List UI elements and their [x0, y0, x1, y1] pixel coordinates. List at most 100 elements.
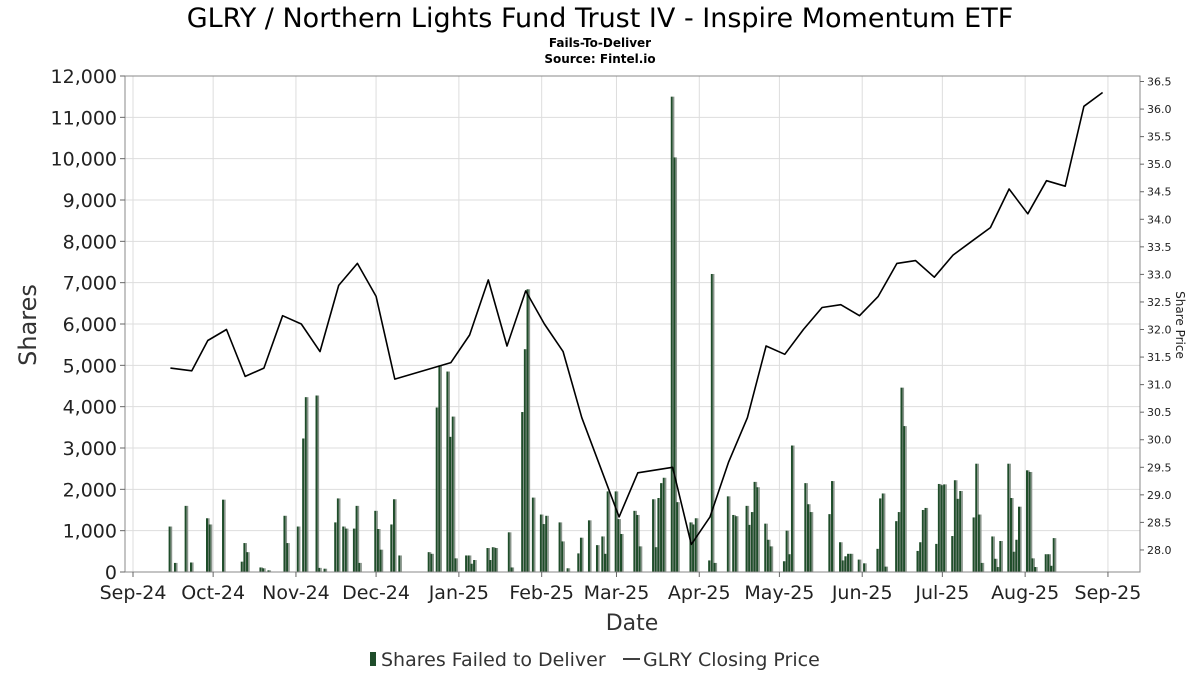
ftd-bar-front: [753, 481, 756, 572]
ftd-bar-front: [937, 483, 940, 572]
ftd-bar-front: [897, 512, 900, 572]
right-tick-label: 30.5: [1147, 406, 1172, 419]
ftd-bar-front: [956, 498, 959, 572]
left-tick-label: 10,000: [51, 149, 117, 171]
ftd-bar-front: [601, 536, 604, 572]
ftd-bar-front: [374, 510, 377, 572]
ftd-bar-front: [491, 547, 494, 572]
ftd-bar: [494, 548, 499, 572]
ftd-bar-front: [494, 548, 497, 572]
ftd-bar-front: [804, 483, 807, 572]
ftd-bar-shade: [841, 542, 843, 572]
ftd-bar: [980, 562, 985, 572]
ftd-bar-front: [673, 157, 676, 572]
ftd-bar-front: [545, 515, 548, 572]
ftd-bar-front: [392, 499, 395, 572]
ftd-bar-front: [579, 537, 582, 572]
ftd-bar-shade: [581, 537, 584, 572]
ftd-bar: [545, 515, 549, 572]
ftd-bar-front: [841, 560, 844, 572]
ftd-bar-front: [283, 515, 286, 572]
legend-bar-label: Shares Failed to Deliver: [381, 649, 606, 671]
ftd-bar-shade: [811, 512, 814, 572]
ftd-bar: [993, 558, 998, 572]
ftd-bar-shade: [945, 484, 947, 572]
ftd-bar-shade: [475, 560, 477, 572]
ftd-bar-front: [828, 514, 831, 572]
ftd-bar-shade: [851, 553, 854, 572]
x-tick-label: Oct-24: [181, 582, 245, 604]
ftd-bar: [173, 562, 178, 572]
ftd-bar-front: [692, 524, 695, 572]
ftd-bar-front: [884, 566, 887, 572]
ftd-bar-shade: [926, 507, 929, 572]
ftd-bar-front: [993, 558, 996, 572]
ftd-bar: [606, 491, 611, 572]
ftd-bar-shade: [306, 397, 309, 572]
ftd-bar-front: [473, 560, 476, 572]
ftd-bar-front: [510, 567, 513, 572]
ftd-bar-front: [790, 445, 793, 572]
ftd-bar-front: [660, 483, 663, 572]
ftd-bar-front: [189, 562, 192, 572]
left-tick-label: 6,000: [63, 314, 117, 336]
ftd-bar-front: [521, 412, 524, 572]
ftd-bar-shade: [715, 562, 718, 572]
ftd-bar-front: [446, 371, 449, 572]
ftd-bar-front: [451, 416, 454, 572]
ftd-bar-shade: [563, 541, 565, 572]
chart-title: GLRY / Northern Lights Fund Trust IV - I…: [187, 3, 1014, 34]
ftd-bar-front: [259, 567, 262, 572]
right-tick-label: 34.0: [1147, 213, 1172, 226]
ftd-bar-shade: [961, 490, 963, 572]
ftd-bar-front: [617, 519, 620, 572]
ftd-bar-front: [662, 477, 665, 572]
ftd-bar-shade: [833, 481, 835, 572]
ftd-bar: [392, 499, 397, 572]
ftd-bar-shade: [736, 516, 739, 572]
ftd-bar: [379, 549, 384, 572]
ftd-bar-front: [756, 487, 759, 572]
left-tick-label: 4,000: [63, 397, 117, 419]
ftd-bar: [246, 552, 250, 572]
ftd-bar: [710, 273, 715, 572]
ftd-bar: [620, 533, 624, 572]
left-tick-label: 1,000: [63, 521, 117, 543]
ftd-bar: [991, 536, 995, 572]
ftd-bar-shade: [728, 496, 731, 572]
x-tick-label: Feb-25: [509, 582, 574, 604]
ftd-bar-front: [745, 505, 748, 572]
ftd-bar-front: [849, 553, 852, 572]
x-tick-label: Dec-24: [342, 582, 410, 604]
ftd-bar-front: [953, 480, 956, 572]
ftd-bar-shade: [186, 505, 189, 572]
ftd-bar-front: [876, 548, 879, 572]
ftd-bar-front: [561, 541, 564, 572]
ftd-bar: [566, 568, 571, 572]
ftd-bar-front: [206, 518, 209, 572]
ftd-bar-shade: [298, 526, 301, 572]
ftd-bar: [1018, 506, 1022, 572]
ftd-bar-front: [951, 536, 954, 572]
right-tick-label: 28.0: [1147, 544, 1172, 557]
ftd-bar-front: [379, 549, 382, 572]
ftd-bar-front: [465, 555, 468, 572]
ftd-bar-front: [435, 407, 438, 572]
ftd-bar-shade: [269, 570, 272, 572]
ftd-bar-front: [243, 543, 246, 572]
right-tick-label: 31.5: [1147, 351, 1172, 364]
ftd-bar-front: [486, 548, 489, 572]
gridlines: [125, 75, 1140, 573]
ftd-bar-front: [943, 484, 946, 572]
ftd-bar-shade: [883, 493, 886, 572]
ftd-bar-shade: [608, 491, 611, 572]
ftd-bar: [286, 543, 290, 572]
ftd-bar: [184, 505, 189, 572]
ftd-bar: [1047, 554, 1051, 572]
ftd-bar: [790, 445, 795, 572]
ftd-bar-shade: [589, 520, 592, 572]
x-tick-label: Jun-25: [831, 582, 893, 604]
ftd-bar-front: [713, 562, 716, 572]
chart-subtitle-line-2: Source: Fintel.io: [544, 52, 655, 66]
ftd-bar-front: [267, 570, 270, 572]
